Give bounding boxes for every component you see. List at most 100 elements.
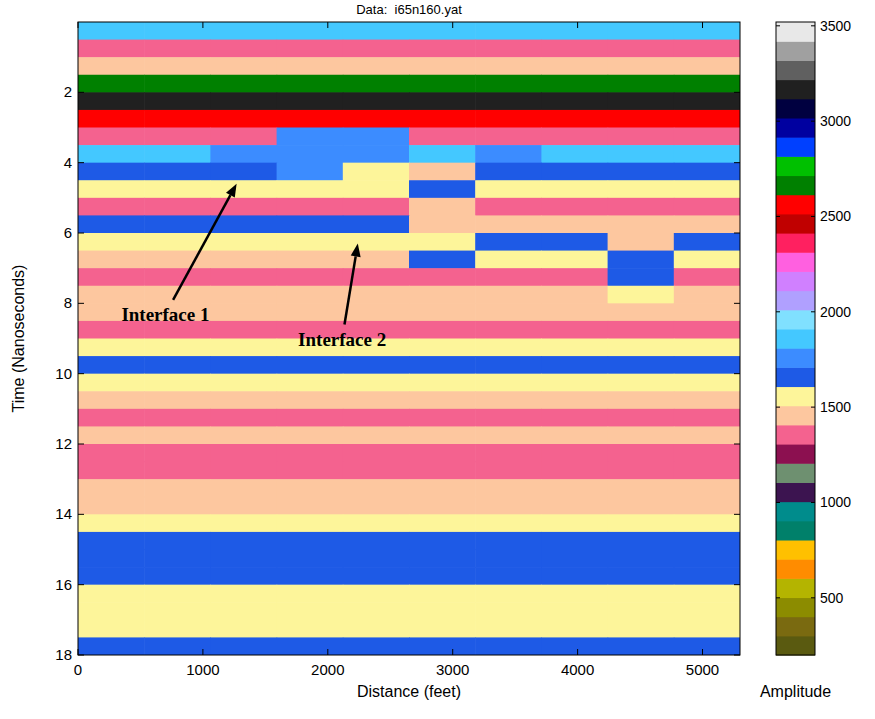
cell: [210, 22, 277, 40]
x-axis-title: Distance (feet): [357, 683, 461, 700]
colorbar-swatch: [776, 271, 815, 291]
cell: [409, 567, 476, 585]
cell: [541, 356, 608, 374]
cell: [343, 303, 410, 321]
cell: [608, 286, 675, 304]
cell: [343, 22, 410, 40]
cell: [144, 22, 211, 40]
cell: [674, 462, 740, 480]
cell: [541, 57, 608, 75]
cell: [78, 462, 145, 480]
cell: [608, 75, 675, 93]
cell: [78, 268, 145, 286]
cell: [343, 40, 410, 58]
cell: [475, 110, 542, 128]
colorbar: 500100015002000250030003500: [776, 18, 851, 656]
cell: [78, 233, 145, 251]
cell: [343, 497, 410, 515]
cell: [343, 75, 410, 93]
cell: [608, 339, 675, 357]
y-tick-label: 12: [55, 435, 72, 452]
cell: [78, 391, 145, 409]
cell: [343, 479, 410, 497]
cell: [608, 602, 675, 620]
cell: [78, 22, 145, 40]
cell: [475, 514, 542, 532]
cell: [78, 620, 145, 638]
y-axis-title: Time (Nanoseconds): [10, 265, 27, 413]
y-tick-label: 8: [64, 294, 72, 311]
cell: [541, 462, 608, 480]
cell: [475, 215, 542, 233]
cell: [343, 92, 410, 110]
cell: [608, 303, 675, 321]
y-tick: [734, 514, 740, 515]
cell: [277, 479, 344, 497]
cell: [541, 426, 608, 444]
y-tick: [78, 303, 84, 304]
cell: [144, 374, 211, 392]
cell: [608, 462, 675, 480]
y-tick-label: 2: [64, 83, 72, 100]
cell: [210, 444, 277, 462]
cell: [144, 356, 211, 374]
cell: [541, 514, 608, 532]
cell: [409, 198, 476, 216]
annotation-arrowhead: [226, 184, 237, 198]
colorbar-swatch: [776, 41, 815, 61]
cell: [343, 198, 410, 216]
cell: [409, 251, 476, 269]
cell: [277, 145, 344, 163]
cell: [541, 339, 608, 357]
x-tick: [202, 649, 203, 655]
y-tick: [734, 162, 740, 163]
cell: [78, 286, 145, 304]
colorbar-swatch: [776, 99, 815, 119]
cell: [144, 426, 211, 444]
y-tick-label: 6: [64, 224, 72, 241]
cell: [674, 497, 740, 515]
cell: [210, 163, 277, 181]
cell: [144, 251, 211, 269]
cell: [409, 550, 476, 568]
cell: [343, 585, 410, 603]
colorbar-tick-label: 2000: [820, 304, 851, 320]
cell: [674, 620, 740, 638]
cell: [144, 567, 211, 585]
cell: [608, 585, 675, 603]
cell: [608, 532, 675, 550]
annotation-arrow: [173, 195, 230, 300]
cell: [409, 339, 476, 357]
cell: [78, 585, 145, 603]
cell: [409, 233, 476, 251]
cell: [144, 514, 211, 532]
cell: [608, 110, 675, 128]
colorbar-tick: [811, 25, 815, 26]
cell: [277, 602, 344, 620]
colorbar-tick: [811, 121, 815, 122]
cell: [608, 620, 675, 638]
cell: [608, 233, 675, 251]
colorbar-tick-label: 3500: [820, 18, 851, 34]
y-tick: [734, 92, 740, 93]
cell: [541, 479, 608, 497]
cell: [210, 409, 277, 427]
colorbar-swatch: [776, 386, 815, 406]
cell: [475, 198, 542, 216]
x-tick: [702, 649, 703, 655]
cell: [475, 180, 542, 198]
cell: [608, 497, 675, 515]
cell: [144, 268, 211, 286]
x-tick-label: 1000: [186, 661, 219, 678]
cell: [277, 444, 344, 462]
cell: [78, 92, 145, 110]
cell: [409, 637, 476, 655]
colorbar-swatch: [776, 22, 815, 42]
cell: [475, 567, 542, 585]
colorbar-swatch: [776, 578, 815, 598]
cell: [674, 321, 740, 339]
cell: [674, 57, 740, 75]
cell: [343, 567, 410, 585]
cell: [144, 602, 211, 620]
cell: [277, 374, 344, 392]
